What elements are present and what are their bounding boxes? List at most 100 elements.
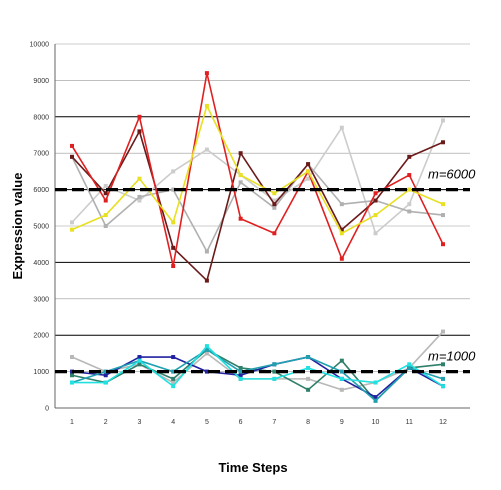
data-point — [204, 347, 209, 352]
data-point — [238, 373, 243, 378]
data-point — [407, 154, 412, 159]
data-point — [306, 169, 311, 174]
data-point — [171, 376, 176, 381]
data-point — [103, 373, 108, 378]
data-point — [103, 369, 108, 374]
axes — [54, 44, 470, 409]
data-point — [272, 198, 277, 203]
data-point — [103, 224, 108, 228]
data-point — [171, 169, 176, 174]
x-tick-label: 1 — [70, 419, 74, 426]
data-point — [204, 249, 209, 254]
data-point — [204, 71, 209, 76]
data-point — [407, 365, 412, 370]
data-point — [238, 369, 243, 374]
y-tick-label: 6000 — [33, 187, 49, 194]
data-point — [306, 387, 311, 392]
data-point — [204, 278, 209, 283]
data-point — [373, 198, 378, 203]
data-point — [373, 398, 378, 403]
y-tick-label: 3000 — [33, 296, 49, 303]
data-point — [171, 355, 176, 360]
y-tick-label: 0 — [45, 406, 49, 413]
data-point — [272, 362, 277, 367]
data-point — [204, 103, 209, 108]
data-point — [407, 187, 412, 192]
data-point — [373, 213, 378, 218]
series-line — [71, 130, 444, 282]
data-point — [339, 256, 344, 261]
data-point — [272, 231, 277, 236]
data-point — [238, 151, 243, 156]
x-tick-label: 8 — [306, 419, 310, 426]
x-tick-label: 6 — [239, 419, 243, 426]
series-4 — [70, 71, 445, 269]
series-line — [71, 348, 444, 402]
data-point — [171, 245, 176, 250]
data-point — [103, 198, 108, 203]
data-point — [103, 183, 108, 188]
data-point — [373, 231, 378, 236]
data-point — [103, 191, 108, 196]
data-point — [441, 202, 445, 207]
data-point — [306, 176, 311, 181]
series-line — [71, 331, 444, 391]
series-6 — [70, 329, 445, 392]
data-point — [103, 380, 108, 385]
data-point — [204, 369, 209, 374]
x-tick-label: 7 — [272, 419, 276, 426]
data-point — [103, 213, 108, 218]
data-point — [137, 355, 142, 360]
data-point — [70, 355, 74, 360]
data-point — [373, 380, 378, 385]
data-point — [137, 362, 142, 367]
data-point — [238, 376, 243, 381]
series-line — [71, 356, 444, 398]
data-point — [137, 114, 142, 119]
series-line — [71, 105, 444, 235]
data-point — [272, 369, 277, 374]
data-point — [306, 365, 311, 370]
data-point — [339, 358, 344, 363]
reference-lines: m=6000 m=1000 — [55, 167, 476, 374]
data-point — [238, 365, 243, 370]
data-point — [204, 147, 209, 152]
data-point — [339, 369, 344, 374]
data-point — [272, 205, 277, 210]
series-lines — [70, 71, 445, 403]
data-point — [171, 187, 176, 192]
data-point — [407, 362, 412, 367]
data-point — [171, 220, 176, 225]
data-point — [70, 143, 74, 148]
series-line — [71, 156, 444, 253]
data-point — [306, 355, 311, 360]
y-tick-label: 1000 — [33, 369, 49, 376]
x-tick-label: 3 — [138, 419, 142, 426]
data-point — [137, 358, 142, 363]
series-5 — [70, 103, 445, 236]
y-tick-label: 2000 — [33, 333, 49, 340]
series-1 — [70, 118, 445, 236]
data-point — [441, 329, 445, 334]
y-tick-label: 4000 — [33, 260, 49, 267]
data-point — [70, 227, 74, 232]
y-tick-label: 7000 — [33, 151, 49, 158]
series-line — [71, 348, 444, 402]
x-tick-label: 4 — [171, 419, 175, 426]
data-point — [306, 162, 311, 167]
data-point — [339, 227, 344, 232]
data-point — [171, 384, 176, 389]
data-point — [407, 202, 412, 207]
data-point — [407, 209, 412, 214]
data-point — [70, 220, 74, 225]
x-tick-label: 2 — [104, 419, 108, 426]
data-point — [373, 395, 378, 400]
data-point — [171, 380, 176, 385]
data-point — [171, 369, 176, 374]
data-point — [137, 129, 142, 134]
data-point — [339, 231, 344, 236]
data-point — [339, 376, 344, 381]
x-tick-label: 10 — [372, 419, 380, 426]
data-point — [339, 387, 344, 392]
